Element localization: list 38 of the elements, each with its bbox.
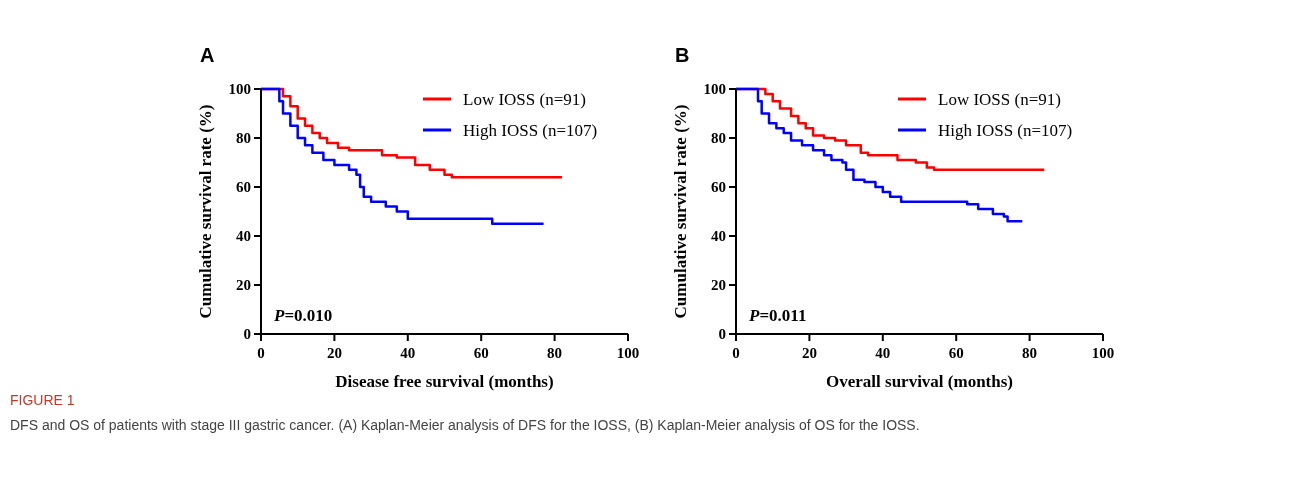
- x-tick-label: 40: [875, 345, 891, 361]
- x-tick-label: 0: [732, 345, 740, 361]
- y-tick-label: 100: [228, 81, 251, 98]
- y-tick-label: 80: [236, 130, 251, 147]
- y-axis-title: Cumulative survival rate (%): [196, 104, 215, 319]
- y-tick-label: 40: [236, 228, 251, 245]
- x-tick-label: 60: [948, 345, 964, 361]
- text: DFS and OS of patients with stage III gastric cancer. (A) Kaplan-Meier analysis of DFS for the IOSS, (B) Kaplan-Meier analysis of OS for the IOSS.: [10, 417, 920, 433]
- x-tick-label: 0: [257, 345, 265, 361]
- x-tick-label: 40: [400, 345, 416, 361]
- legend-label: High IOSS (n=107): [463, 120, 598, 140]
- legend-label: High IOSS (n=107): [938, 120, 1073, 140]
- y-tick-label: 20: [711, 277, 726, 294]
- y-tick-label: 0: [243, 326, 251, 343]
- annotation: P=0.011: [748, 306, 807, 325]
- x-tick-label: 80: [1022, 345, 1038, 361]
- y-tick-label: 0: [718, 326, 726, 343]
- x-tick-label: 60: [473, 345, 489, 361]
- legend-label: Low IOSS (n=91): [938, 89, 1061, 109]
- annotation: P=0.010: [273, 306, 333, 325]
- chart-title: B: [675, 44, 690, 66]
- legend-label: Low IOSS (n=91): [463, 89, 586, 109]
- x-axis-title: Overall survival (months): [826, 372, 1013, 391]
- y-tick-label: 100: [703, 81, 726, 98]
- caption: FIGURE 1: [10, 392, 75, 408]
- x-tick-label: 100: [1091, 345, 1115, 361]
- chart-title: A: [200, 44, 215, 66]
- x-tick-label: 20: [326, 345, 342, 361]
- y-tick-label: 60: [236, 179, 251, 196]
- y-tick-label: 20: [236, 277, 251, 294]
- y-axis-title: Cumulative survival rate (%): [671, 104, 690, 319]
- x-axis-title: Disease free survival (months): [335, 372, 554, 391]
- y-tick-label: 40: [711, 228, 726, 245]
- x-tick-label: 80: [547, 345, 563, 361]
- y-tick-label: 80: [711, 130, 726, 147]
- y-tick-label: 60: [711, 179, 726, 196]
- x-tick-label: 20: [801, 345, 817, 361]
- x-tick-label: 100: [616, 345, 640, 361]
